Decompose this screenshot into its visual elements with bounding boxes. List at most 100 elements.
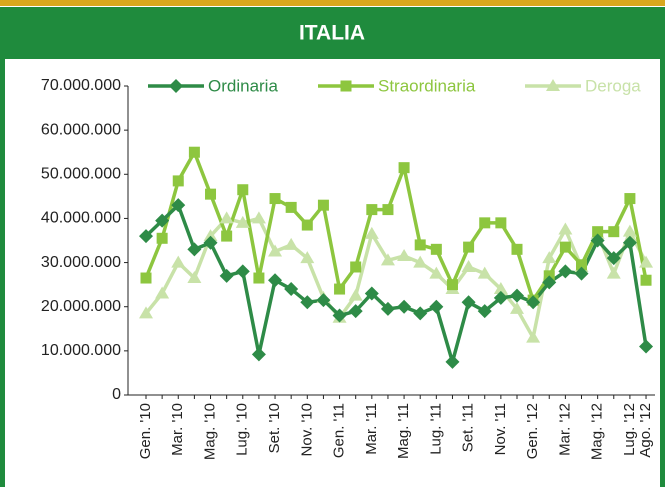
data-point bbox=[188, 146, 200, 158]
data-point bbox=[574, 266, 589, 281]
top-strip bbox=[0, 0, 665, 6]
y-tick-label: 40.000.000 bbox=[41, 210, 121, 227]
y-tick-label: 20.000.000 bbox=[41, 298, 121, 315]
data-point bbox=[155, 286, 170, 299]
data-point bbox=[622, 224, 637, 237]
data-point bbox=[461, 259, 476, 272]
data-point bbox=[300, 251, 315, 264]
x-tick-label: Gen. '11 bbox=[331, 403, 348, 458]
data-point bbox=[477, 304, 492, 319]
data-point bbox=[606, 251, 621, 266]
x-tick-label: Lug. '11 bbox=[427, 403, 444, 455]
x-tick-label: Nov. '11 bbox=[492, 403, 509, 455]
data-point bbox=[526, 295, 541, 310]
data-point bbox=[558, 222, 573, 235]
data-point bbox=[366, 204, 378, 216]
data-point bbox=[251, 211, 266, 224]
legend-marker bbox=[340, 80, 352, 92]
data-point bbox=[139, 306, 153, 319]
data-point bbox=[140, 272, 152, 284]
data-point bbox=[495, 217, 507, 229]
data-point bbox=[300, 295, 315, 310]
x-tick-label: Gen. '10 bbox=[137, 403, 154, 459]
data-point bbox=[479, 217, 491, 229]
data-point bbox=[219, 211, 234, 224]
data-point bbox=[253, 272, 265, 284]
data-point bbox=[624, 193, 636, 205]
data-point bbox=[382, 204, 394, 216]
x-tick-label: Set. '10 bbox=[266, 403, 283, 453]
y-tick-label: 0 bbox=[112, 386, 121, 403]
data-point bbox=[542, 275, 557, 290]
data-point bbox=[364, 226, 379, 239]
data-point bbox=[284, 237, 299, 250]
legend-marker bbox=[546, 79, 560, 91]
data-point bbox=[397, 248, 412, 261]
data-point bbox=[268, 273, 283, 288]
data-point bbox=[221, 230, 233, 242]
x-tick-label: Mar. '12 bbox=[556, 403, 573, 456]
data-point bbox=[268, 244, 283, 257]
data-point bbox=[237, 184, 249, 196]
data-point bbox=[155, 213, 170, 228]
data-point bbox=[285, 201, 297, 213]
data-point bbox=[269, 193, 281, 205]
data-point bbox=[332, 308, 347, 323]
data-point bbox=[413, 255, 428, 268]
data-point bbox=[576, 259, 588, 271]
data-point bbox=[622, 235, 637, 250]
data-point bbox=[380, 301, 395, 316]
data-point bbox=[640, 274, 652, 286]
x-tick-label: Gen. '12 bbox=[524, 403, 541, 459]
x-tick-label: Mag. '10 bbox=[201, 403, 218, 460]
data-point bbox=[350, 261, 362, 273]
data-point bbox=[235, 215, 250, 228]
data-point bbox=[511, 243, 523, 255]
data-point bbox=[509, 301, 524, 314]
left-border bbox=[0, 58, 5, 487]
y-tick-label: 10.000.000 bbox=[41, 342, 121, 359]
data-point bbox=[251, 347, 266, 362]
data-point bbox=[187, 242, 202, 257]
data-point bbox=[171, 255, 186, 268]
data-point bbox=[219, 268, 234, 283]
data-point bbox=[348, 304, 363, 319]
x-tick-label: Mar. '10 bbox=[169, 403, 186, 456]
y-tick-label: 70.000.000 bbox=[41, 77, 121, 94]
data-point bbox=[139, 229, 153, 244]
legend-marker bbox=[169, 79, 183, 93]
data-point bbox=[398, 162, 410, 174]
y-tick-label: 30.000.000 bbox=[41, 254, 121, 271]
data-point bbox=[203, 235, 218, 250]
x-tick-label: Ago. '12 bbox=[637, 403, 654, 458]
data-point bbox=[317, 199, 329, 211]
header-bar bbox=[0, 7, 665, 59]
data-point bbox=[187, 271, 202, 284]
data-point bbox=[414, 239, 426, 251]
data-point bbox=[429, 299, 444, 314]
data-point bbox=[559, 241, 571, 253]
data-point bbox=[413, 306, 428, 321]
x-tick-label: Set. '11 bbox=[460, 403, 477, 452]
legend-label: Ordinaria bbox=[208, 76, 278, 95]
data-point bbox=[284, 282, 299, 297]
x-tick-label: Lug. '12 bbox=[621, 403, 638, 456]
data-point bbox=[397, 299, 412, 314]
data-point bbox=[334, 283, 346, 295]
data-point bbox=[445, 354, 460, 369]
data-point bbox=[446, 279, 458, 291]
data-point bbox=[493, 282, 508, 295]
data-point bbox=[364, 286, 379, 301]
data-point bbox=[205, 188, 217, 200]
data-point bbox=[639, 339, 654, 354]
x-tick-label: Mag. '12 bbox=[589, 403, 606, 460]
data-point bbox=[558, 264, 573, 279]
data-point bbox=[463, 241, 475, 253]
right-border bbox=[660, 58, 665, 487]
data-point bbox=[590, 233, 605, 248]
data-point bbox=[509, 288, 524, 303]
x-tick-label: Nov. '10 bbox=[298, 403, 315, 456]
data-point bbox=[301, 219, 313, 231]
data-point bbox=[493, 290, 508, 305]
